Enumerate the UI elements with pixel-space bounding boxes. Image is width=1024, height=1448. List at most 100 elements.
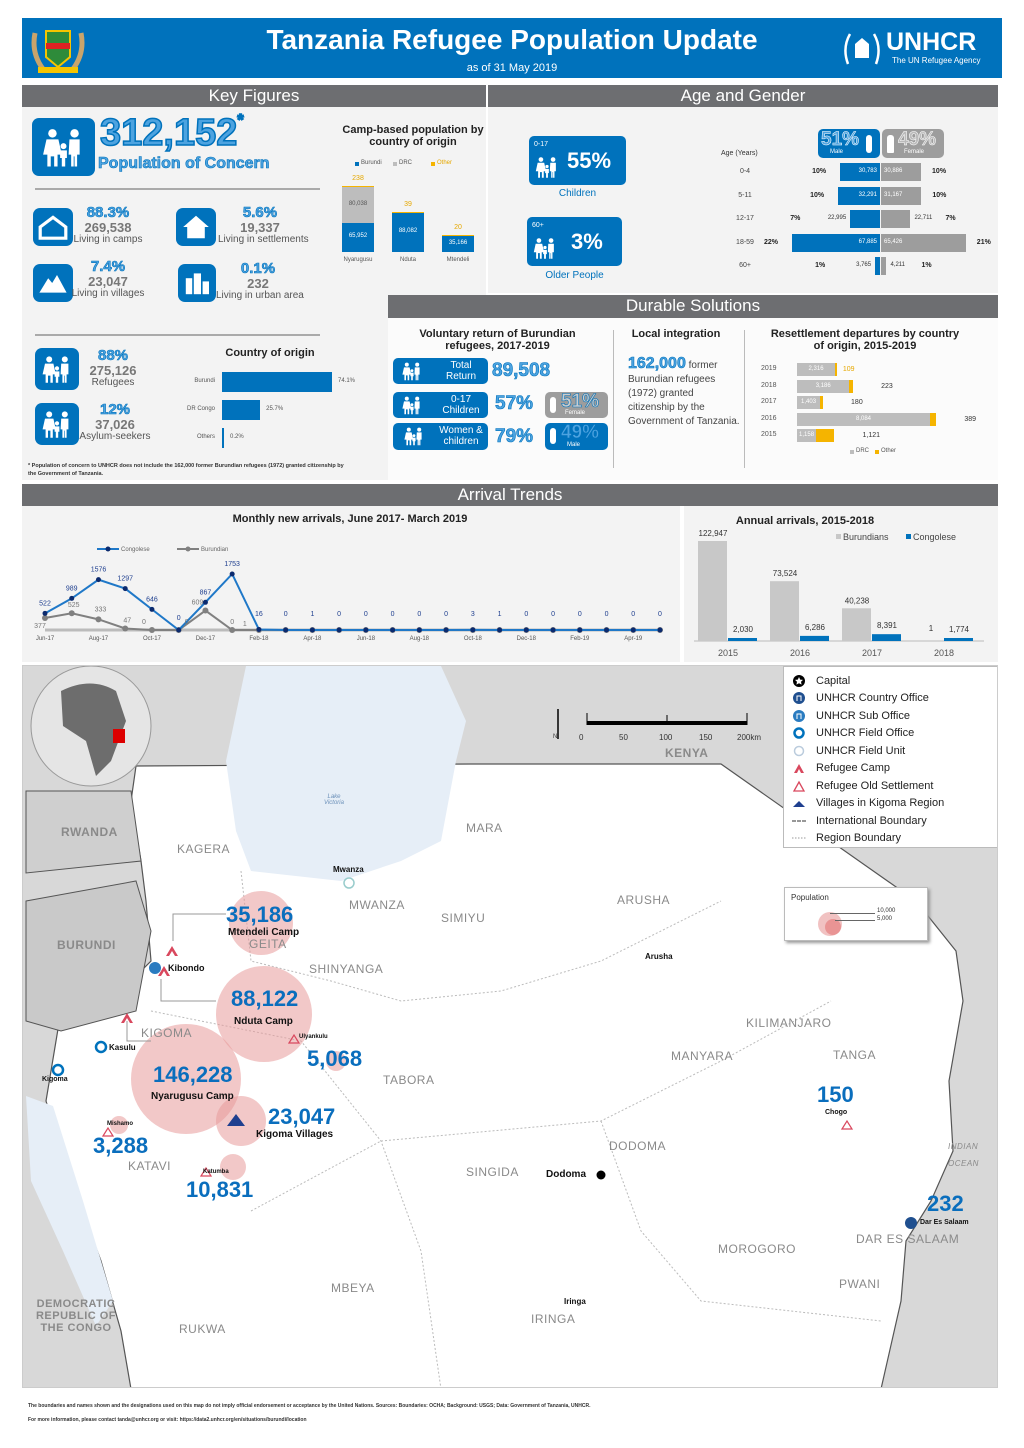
women-children-icon <box>397 426 431 446</box>
annual-bar <box>872 634 901 641</box>
legend-label: UNHCR Sub Office <box>816 709 910 722</box>
male-bar-label: 32,291 <box>858 191 877 198</box>
scale-label: 150 <box>699 733 713 742</box>
data-point <box>42 614 48 621</box>
legend-label: Burundians <box>843 532 889 542</box>
refugee-old-settlement-icon <box>792 780 806 792</box>
data-point <box>69 595 75 601</box>
burundian-data-label: 1 <box>243 621 247 628</box>
country-label: RWANDA <box>61 825 118 839</box>
burundi-land <box>25 880 152 1032</box>
data-point <box>443 627 449 633</box>
site-value: 150 <box>817 1082 854 1107</box>
legend-item: International Boundary <box>792 812 997 830</box>
region-label: MWANZA <box>349 898 405 912</box>
stat-value: 19,337 <box>240 220 280 235</box>
older-range: 60+ <box>532 222 544 229</box>
female-pct-label: 10% <box>932 191 947 199</box>
annual-bar <box>842 608 871 641</box>
older-people-icon <box>531 235 559 261</box>
data-point <box>95 577 101 583</box>
congolese-data-label: 1 <box>310 611 314 618</box>
return-female-label: Female <box>565 410 586 416</box>
burundian-data-label: 0 <box>185 619 189 626</box>
camp-category-label: Nduta <box>399 257 416 263</box>
region-label: KATAVI <box>128 1159 172 1173</box>
region-label: SIMIYU <box>441 911 486 925</box>
origin-chart: Burundi 74.1% DR Congo 25.7% Others 0.2% <box>160 365 390 455</box>
annual-bar-label: 73,524 <box>773 569 798 578</box>
congolese-data-label: 0 <box>444 611 448 618</box>
footer-disclaimer: The boundaries and names shown and the d… <box>28 1403 591 1409</box>
age-category-label: 5-11 <box>738 191 752 199</box>
congolese-data-label: 1 <box>498 611 502 618</box>
congolese-data-label: 867 <box>200 589 212 596</box>
origin-bar <box>222 372 332 392</box>
region-label: TABORA <box>383 1073 435 1087</box>
return-female-box: 51% Female <box>545 391 608 418</box>
international-boundary-icon <box>792 820 806 822</box>
women-children-box: Women & children <box>393 423 488 450</box>
legend-label: International Boundary <box>816 814 927 827</box>
data-point <box>202 607 209 614</box>
female-bar <box>881 186 922 205</box>
data-point <box>470 627 476 633</box>
children-range: 0-17 <box>534 141 549 148</box>
camp-bar-label: 20 <box>454 224 462 232</box>
camp-category-label: Nyarugusu <box>343 257 373 263</box>
scale-label: 0 <box>579 733 584 742</box>
resettle-bar <box>835 363 837 376</box>
age-category-label: 18-59 <box>736 238 754 246</box>
total-return-box: Total Return <box>393 358 488 384</box>
male-bar <box>875 257 880 275</box>
camp-chart: 65,952 80,038 238 Nyarugusu 88,082 39 Nduta 35,… <box>330 170 486 270</box>
site-value: 232 <box>927 1191 964 1216</box>
x-tick-label: Dec-18 <box>517 636 537 642</box>
camp-bar-segment <box>392 212 424 252</box>
legend-label: UNHCR Country Office <box>816 692 929 705</box>
male-bar <box>850 210 880 228</box>
legend-label: Congolese <box>913 532 956 542</box>
total-return-label: Total Return <box>445 360 476 382</box>
camp-chart-legend: Burundi DRC Other <box>355 160 485 170</box>
burundian-data-label: 525 <box>68 602 80 609</box>
local-integration-title: Local integration <box>631 328 721 340</box>
site-value: 35,186 <box>226 902 294 927</box>
age-pyramid-chart: 0-4 30,783 30,886 10% 10% 5-11 32,291 31,167 10%… <box>700 160 1000 280</box>
legend-marker <box>185 546 191 552</box>
stat-pct: 88% <box>97 347 129 365</box>
villages-marker <box>227 1114 245 1126</box>
site-value: 88,122 <box>231 986 299 1011</box>
city-label: Arusha <box>645 952 673 961</box>
resettlement-title: Resettlement departures by country of or… <box>770 328 960 352</box>
annual-category-label: 2016 <box>790 648 810 658</box>
stat-value: 232 <box>247 276 269 291</box>
burundian-data-label: 333 <box>95 606 107 613</box>
data-point <box>336 627 342 633</box>
region-label: DODOMA <box>609 1139 666 1153</box>
region-label: KAGERA <box>177 842 231 856</box>
legend-label: Other <box>881 448 897 454</box>
population-legend-line <box>830 913 875 914</box>
male-bar-label: 67,885 <box>858 238 877 245</box>
female-bar-label: 65,426 <box>884 238 903 245</box>
region-label: MOROGORO <box>718 1242 796 1256</box>
legend-label: DRC <box>856 448 869 454</box>
stat-label: Living in settlements <box>218 234 309 245</box>
camp-bar-label: 238 <box>352 175 364 183</box>
section-age-gender: Age and Gender <box>488 85 998 107</box>
legend-label: Refugee Old Settlement <box>816 779 934 792</box>
scale-label: 100 <box>659 733 673 742</box>
map-legend: Capital UNHCR Country Office UNHCR Sub Off… <box>783 666 997 848</box>
congolese-data-label: 0 <box>605 611 609 618</box>
map[interactable]: RWANDA BURUNDI KENYA DEMOCRATIC REPUBLIC… <box>22 665 998 1388</box>
population-legend-line <box>835 920 875 921</box>
region-label: KILIMANJARO <box>746 1016 832 1030</box>
total-population-value: 312,152 <box>99 111 238 155</box>
monthly-panel <box>22 506 680 662</box>
divider <box>744 330 745 468</box>
age-category-label: 60+ <box>739 262 751 269</box>
data-point <box>229 571 235 577</box>
resettle-bar <box>849 379 854 393</box>
unhcr-logo-tagline: The UN Refugee Agency <box>892 56 981 65</box>
